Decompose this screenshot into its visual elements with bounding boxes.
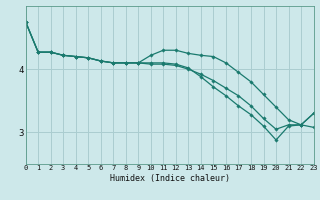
X-axis label: Humidex (Indice chaleur): Humidex (Indice chaleur) bbox=[109, 174, 230, 183]
